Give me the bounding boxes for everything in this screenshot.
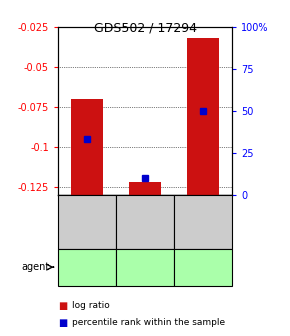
- Text: TNFa: TNFa: [132, 262, 158, 272]
- Bar: [187, 38, 219, 195]
- Text: ■: ■: [58, 301, 67, 311]
- Bar: [129, 182, 161, 195]
- Text: IFNg: IFNg: [75, 262, 99, 272]
- Text: ■: ■: [58, 318, 67, 328]
- Text: GSM8758: GSM8758: [140, 200, 150, 244]
- Text: GSM8763: GSM8763: [198, 200, 208, 244]
- Text: agent: agent: [21, 262, 49, 272]
- Text: log ratio: log ratio: [72, 301, 110, 310]
- Text: GSM8753: GSM8753: [82, 200, 92, 244]
- Text: percentile rank within the sample: percentile rank within the sample: [72, 318, 226, 327]
- Bar: [71, 99, 103, 195]
- Text: GDS502 / 17294: GDS502 / 17294: [93, 22, 197, 35]
- Text: IL4: IL4: [195, 262, 211, 272]
